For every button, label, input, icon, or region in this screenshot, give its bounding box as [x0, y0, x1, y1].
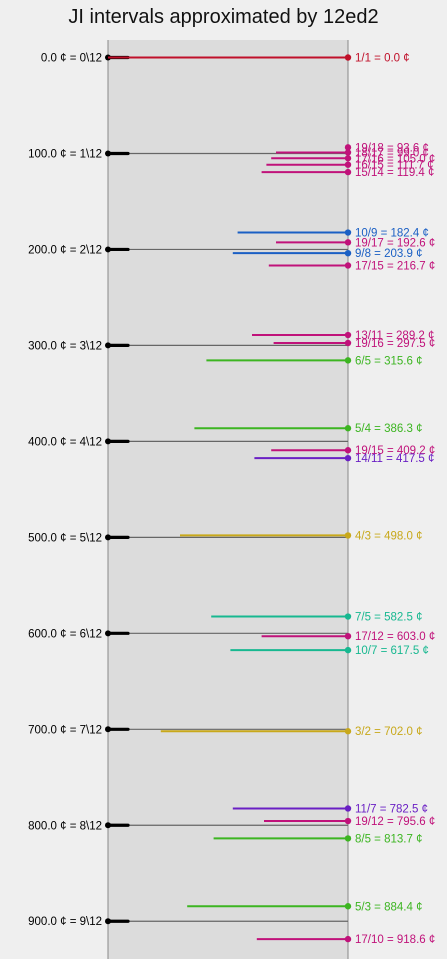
interval-label: 19/12 = 795.6 ¢: [355, 816, 435, 828]
interval-label: 14/11 = 417.5 ¢: [355, 453, 434, 465]
interval-label: 4/3 = 498.0 ¢: [355, 530, 422, 542]
edo-step-dot: [105, 534, 111, 541]
interval-dot: [344, 835, 352, 842]
interval-dot: [344, 817, 352, 825]
interval-dot: [344, 339, 352, 347]
edo-step-label: 500.0 ¢ = 5\12: [28, 532, 102, 544]
edo-step-dot: [105, 150, 111, 157]
interval-dot: [344, 168, 352, 176]
interval-label: 11/7 = 782.5 ¢: [355, 803, 428, 815]
interval-label: 17/10 = 918.6 ¢: [355, 934, 435, 946]
interval-dot: [344, 632, 352, 640]
interval-dot: [344, 425, 352, 432]
edo-step-label: 100.0 ¢ = 1\12: [28, 148, 102, 160]
interval-dot: [344, 239, 352, 246]
interval-label: 17/15 = 216.7 ¢: [355, 260, 435, 272]
interval-label: 19/15 = 409.2 ¢: [355, 445, 435, 457]
edo-step-label: 200.0 ¢ = 2\12: [28, 244, 102, 256]
edo-step-label: 0.0 ¢ = 0\12: [41, 53, 102, 65]
interval-label: 6/5 = 315.6 ¢: [355, 355, 422, 367]
interval-dot: [344, 54, 352, 61]
interval-label: 18/17 = 99.0 ¢: [355, 148, 429, 160]
edo-step-dot: [105, 726, 111, 733]
diagram-title: JI intervals approximated by 12ed2: [68, 6, 379, 28]
interval-dot: [344, 805, 352, 812]
interval-label: 17/12 = 603.0 ¢: [355, 631, 435, 643]
edo-step-label: 400.0 ¢ = 4\12: [28, 436, 102, 448]
interval-label: 5/4 = 386.3 ¢: [355, 423, 422, 435]
interval-label: 19/17 = 192.6 ¢: [355, 237, 435, 249]
edo-step-dot: [105, 438, 111, 445]
interval-label: 19/16 = 297.5 ¢: [355, 338, 435, 350]
interval-label: 3/2 = 702.0 ¢: [355, 726, 422, 738]
interval-dot: [344, 613, 352, 620]
edo-step-label: 600.0 ¢ = 6\12: [28, 628, 102, 640]
interval-label: 16/15 = 111.7 ¢: [355, 160, 434, 172]
edo-step-label: 900.0 ¢ = 9\12: [28, 916, 102, 928]
edo-step-dot: [105, 630, 111, 637]
interval-dot: [344, 454, 352, 462]
interval-dot: [344, 532, 352, 539]
interval-label: 5/3 = 884.4 ¢: [355, 901, 422, 913]
edo-step-dot: [105, 342, 111, 349]
interval-dot: [344, 646, 352, 654]
interval-label: 8/5 = 813.7 ¢: [355, 833, 422, 845]
interval-dot: [344, 903, 352, 910]
edo-step-dot: [105, 822, 111, 829]
interval-dot: [344, 144, 352, 151]
interval-label: 15/14 = 119.4 ¢: [355, 167, 434, 179]
interval-label: 7/5 = 582.5 ¢: [355, 612, 422, 624]
interval-label: 9/8 = 203.9 ¢: [355, 248, 422, 260]
interval-dot: [344, 149, 352, 156]
scale-panel: [108, 40, 348, 959]
interval-dot: [344, 331, 352, 339]
edo-step-label: 800.0 ¢ = 8\12: [28, 820, 102, 832]
interval-dot: [344, 935, 352, 943]
interval-dot: [344, 262, 352, 269]
edo-step-label: 300.0 ¢ = 3\12: [28, 340, 102, 352]
interval-label: 17/16 = 105.0 ¢: [355, 153, 435, 165]
interval-label: 1/1 = 0.0 ¢: [355, 53, 410, 65]
interval-dot: [344, 728, 352, 735]
interval-label: 10/7 = 617.5 ¢: [355, 645, 429, 657]
interval-dot: [344, 357, 352, 364]
edo-step-dot: [105, 246, 111, 253]
interval-dot: [344, 155, 352, 162]
interval-dot: [344, 229, 352, 236]
interval-dot: [344, 447, 352, 454]
edo-step-dot: [105, 918, 111, 925]
interval-label: 13/11 = 289.2 ¢: [355, 330, 434, 342]
interval-dot: [344, 161, 352, 168]
interval-label: 19/18 = 93.6 ¢: [355, 142, 429, 154]
interval-label: 10/9 = 182.4 ¢: [355, 228, 429, 240]
interval-dot: [344, 249, 352, 257]
edo-step-label: 700.0 ¢ = 7\12: [28, 724, 102, 736]
